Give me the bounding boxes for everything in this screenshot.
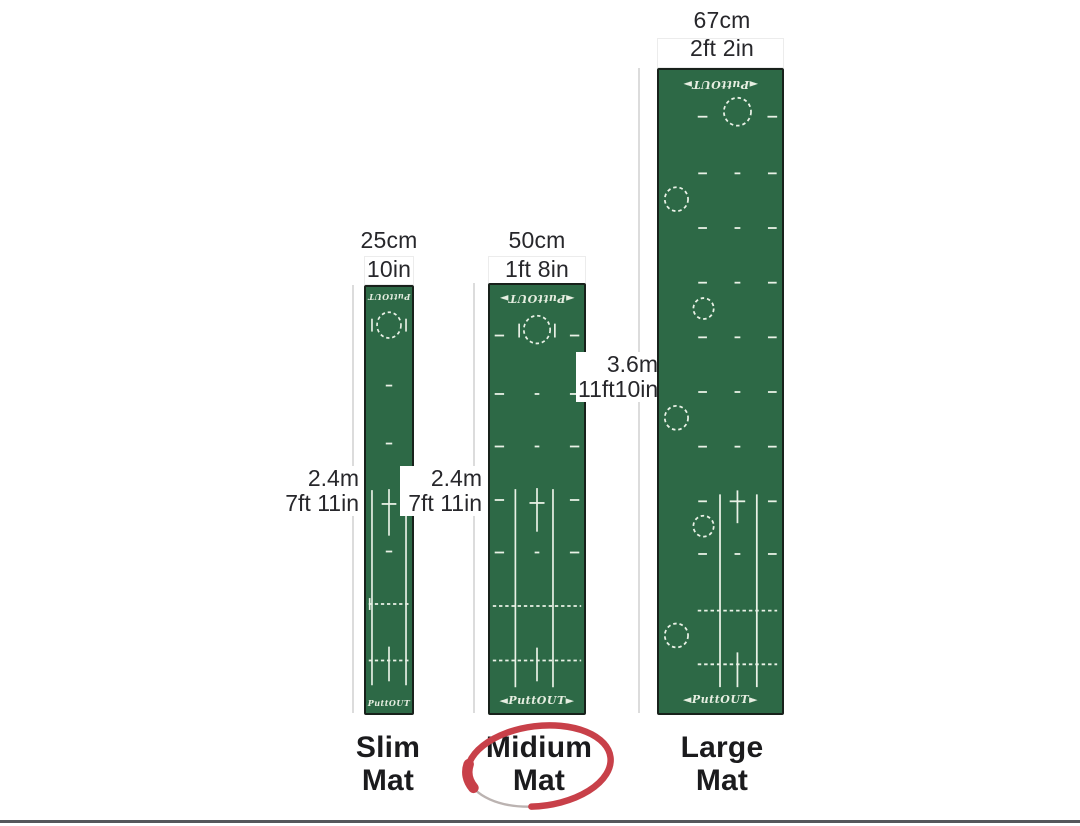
- mat-slim-markings: [368, 311, 410, 686]
- puttout-logo-bottom: ◄PuttOUT►: [499, 694, 575, 707]
- puttout-logo-bottom: ◄PuttOUT►: [682, 693, 759, 706]
- large-width-metric-label: 67cm: [693, 7, 751, 33]
- mat-medium-markings: [492, 314, 582, 688]
- slim-length-metric: 2.4m: [307, 465, 359, 491]
- mat-name-large-line2: Mat: [695, 764, 749, 797]
- mat-name-slim-line2: Mat: [361, 764, 415, 797]
- slim-width-dimension-box: [364, 256, 414, 285]
- slim-length-label: 2.4m 7ft 11in: [277, 466, 361, 516]
- slim-width-metric-label: 25cm: [360, 227, 418, 253]
- slim-length-imperial: 7ft 11in: [285, 490, 359, 516]
- medium-length-imperial: 7ft 11in: [408, 490, 482, 516]
- mat-name-large-line1: Large: [680, 731, 764, 764]
- slim-width-imperial-label: 10in: [366, 256, 412, 282]
- highlight-circle-annotation: [462, 722, 614, 810]
- large-width-imperial-label: 2ft 2in: [689, 35, 755, 61]
- mat-name-slim: Slim Mat: [318, 731, 458, 797]
- large-width-dimension-box: [657, 38, 784, 68]
- mat-large: ◄PuttOUT► ◄PuttOUT►: [657, 68, 784, 715]
- medium-width-metric-label: 50cm: [508, 227, 566, 253]
- medium-length-metric: 2.4m: [430, 465, 482, 491]
- puttout-logo-bottom: PuttOUT: [367, 698, 411, 708]
- mat-name-medium-line2: Mat: [512, 764, 566, 797]
- mat-medium: ◄PuttOUT► ◄PuttOUT►: [488, 283, 586, 715]
- medium-length-label: 2.4m 7ft 11in: [400, 466, 484, 516]
- puttout-logo-top: ◄PuttOUT►: [682, 78, 759, 91]
- footer-divider: [0, 820, 1080, 823]
- medium-width-imperial-label: 1ft 8in: [504, 256, 570, 282]
- puttout-logo-top: ◄PuttOUT►: [499, 292, 575, 305]
- large-length-metric: 3.6m: [606, 351, 658, 377]
- mat-large-markings: [663, 96, 778, 688]
- puttout-logo-top: PuttOUT: [367, 292, 411, 302]
- large-length-label: 3.6m 11ft10in: [576, 352, 660, 402]
- large-length-imperial: 11ft10in: [578, 376, 659, 402]
- mat-name-large: Large Mat: [652, 731, 792, 797]
- mat-name-slim-line1: Slim: [355, 731, 421, 764]
